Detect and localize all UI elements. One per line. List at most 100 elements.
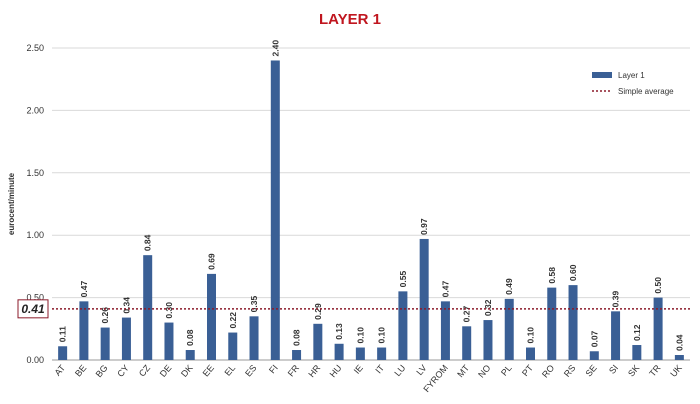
average-label: 0.41 [21, 302, 45, 316]
value-label: 0.58 [547, 267, 557, 284]
bar [462, 326, 472, 360]
value-label: 0.04 [674, 334, 684, 351]
value-label: 2.40 [270, 40, 280, 57]
value-label: 0.50 [653, 277, 663, 294]
x-tick-label: AT [53, 362, 68, 377]
bar [674, 355, 684, 360]
value-label: 0.27 [462, 305, 472, 322]
bar [100, 327, 110, 360]
x-tick-label: PT [520, 362, 535, 378]
bar [632, 345, 642, 360]
value-label: 0.13 [334, 323, 344, 340]
value-label: 0.22 [228, 312, 238, 329]
x-tick-label: SI [607, 363, 620, 376]
value-label: 0.12 [632, 324, 642, 341]
x-tick-label: PL [499, 363, 514, 378]
y-tick-label: 1.00 [26, 230, 44, 240]
x-tick-label: EL [223, 363, 238, 378]
value-label: 0.08 [292, 329, 302, 346]
value-label: 0.60 [568, 264, 578, 281]
value-label: 0.47 [79, 281, 89, 298]
legend-swatch [592, 72, 612, 78]
bar [334, 343, 344, 360]
x-tick-label: CY [115, 363, 131, 379]
value-label: 0.07 [589, 330, 599, 347]
y-tick-label: 2.00 [26, 105, 44, 115]
x-tick-label: IE [352, 363, 365, 376]
x-tick-label: IT [373, 362, 386, 375]
x-tick-label: DK [179, 363, 195, 379]
bar [249, 316, 259, 360]
x-tick-label: ES [243, 363, 258, 379]
value-label: 0.10 [377, 327, 387, 344]
value-label: 0.10 [355, 327, 365, 344]
bar [270, 60, 280, 360]
bar [653, 297, 663, 360]
value-label: 0.49 [504, 278, 514, 295]
bar [526, 347, 535, 360]
bar [355, 347, 365, 360]
bar [207, 273, 216, 360]
x-tick-label: MT [455, 362, 471, 379]
x-tick-label: LU [392, 363, 407, 378]
x-tick-label: LV [414, 363, 428, 377]
value-label: 0.30 [164, 302, 174, 319]
x-tick-label: TR [647, 362, 663, 378]
bar [292, 350, 302, 360]
value-label: 0.11 [58, 326, 68, 342]
bar [504, 298, 514, 360]
average-label-box [17, 299, 49, 319]
y-tick-label: 1.50 [26, 168, 44, 178]
bar [313, 323, 323, 360]
bar [483, 320, 493, 360]
bar [79, 301, 89, 360]
x-tick-label: NO [476, 363, 492, 380]
x-tick-label: RS [562, 363, 578, 379]
value-label: 0.32 [483, 299, 493, 316]
bar [121, 317, 131, 360]
bar [440, 301, 450, 360]
chart-title: LAYER 1 [319, 11, 381, 28]
bar [419, 238, 429, 360]
x-tick-label: SK [626, 363, 641, 379]
value-label: 0.84 [143, 234, 153, 251]
y-tick-label: 2.50 [26, 43, 44, 53]
x-tick-label: CZ [137, 362, 153, 378]
value-label: 0.29 [313, 303, 323, 320]
bar [547, 287, 557, 360]
value-label: 0.69 [207, 253, 217, 270]
x-tick-label: UK [668, 363, 684, 379]
x-tick-label: SE [583, 363, 598, 379]
x-tick-label: BE [73, 363, 88, 379]
y-tick-label: 0.50 [26, 293, 44, 303]
value-label: 0.10 [526, 327, 536, 344]
x-tick-label: FR [286, 362, 302, 378]
x-tick-label: HU [328, 363, 344, 379]
legend-label: Simple average [618, 87, 674, 96]
bar [164, 322, 174, 360]
bar [377, 347, 387, 360]
value-label: 0.39 [611, 291, 621, 308]
legend-label: Layer 1 [618, 71, 645, 80]
value-label: 0.08 [185, 329, 195, 346]
value-label: 0.97 [419, 218, 429, 235]
value-label: 0.26 [100, 307, 110, 324]
bar [398, 291, 408, 360]
bar [228, 332, 238, 360]
x-tick-label: DE [158, 363, 174, 379]
value-label: 0.35 [249, 296, 259, 313]
value-label: 0.47 [440, 281, 450, 298]
bar [568, 285, 578, 360]
value-label: 0.55 [398, 271, 408, 288]
bar [185, 350, 195, 360]
x-tick-label: FI [267, 363, 280, 376]
x-tick-label: BG [94, 363, 110, 379]
x-tick-label: RO [540, 363, 556, 380]
x-tick-label: EE [201, 363, 216, 379]
bar [143, 255, 153, 360]
y-tick-label: 0.00 [26, 355, 44, 365]
bar [589, 351, 599, 360]
bar [58, 346, 68, 360]
bar [611, 311, 621, 360]
